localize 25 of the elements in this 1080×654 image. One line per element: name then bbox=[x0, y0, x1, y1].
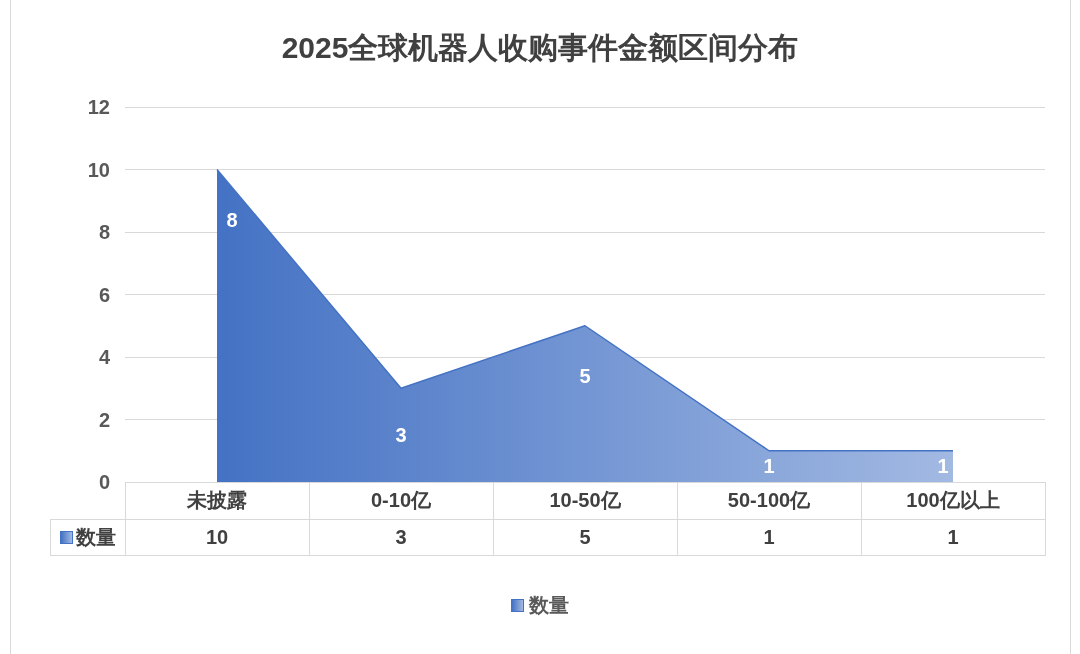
y-tick-label: 6 bbox=[98, 283, 110, 306]
annotation: 5 bbox=[579, 364, 591, 387]
y-tick-label: 2 bbox=[98, 408, 110, 431]
data-label: 10 bbox=[205, 525, 229, 549]
y-tick-label: 4 bbox=[98, 346, 111, 368]
data-label: 1 bbox=[947, 525, 959, 549]
legend-label: 数量 bbox=[76, 525, 116, 549]
text: 数量 bbox=[529, 594, 569, 616]
annotation: 1 bbox=[937, 455, 949, 478]
x-tick-label: 100亿以上 bbox=[906, 489, 1000, 511]
annotation: 1 bbox=[763, 455, 775, 478]
x-tick-label: 0-10亿 bbox=[370, 489, 433, 511]
x-tick-label: 50-100亿 bbox=[727, 489, 812, 511]
annotation: 8 bbox=[226, 208, 238, 231]
y-tick-label: 8 bbox=[98, 221, 110, 243]
y-tick-label: 0 bbox=[98, 471, 110, 493]
y-tick-label: 12 bbox=[87, 96, 110, 118]
data-label: 1 bbox=[763, 525, 775, 549]
data-label: 5 bbox=[579, 525, 591, 549]
chart-title: 2025全球机器人收购事件金额区间分布 bbox=[281, 30, 799, 64]
annotation: 3 bbox=[395, 424, 407, 447]
y-tick-label: 10 bbox=[87, 158, 110, 181]
x-tick-label: 10-50亿 bbox=[549, 489, 622, 511]
x-tick-label: 未披露 bbox=[186, 489, 247, 511]
data-label: 3 bbox=[395, 525, 407, 549]
